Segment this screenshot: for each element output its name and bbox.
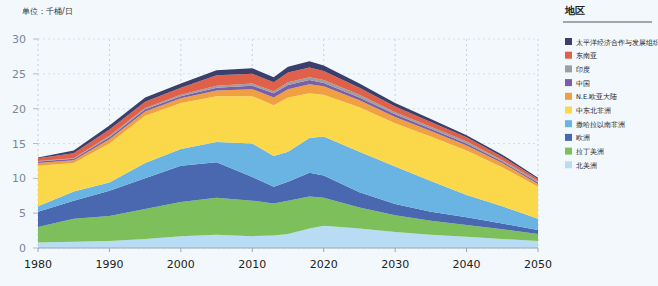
y-tick-label: 15 [12, 138, 26, 151]
legend-label: 太平洋经济合作与发展组织 [576, 39, 658, 47]
x-tick-label: 1980 [24, 258, 52, 271]
area [38, 93, 538, 218]
y-tick-label: 20 [12, 103, 26, 116]
legend-label: 东南亚 [576, 52, 597, 60]
y-tick-label: 10 [12, 172, 26, 185]
legend-label: 中国 [576, 80, 590, 88]
y-tick-label: 0 [19, 242, 26, 255]
y-label: 单位：千桶/日 [22, 7, 73, 16]
x-tick-label: 2040 [453, 258, 481, 271]
y-grid [38, 248, 538, 249]
x-tick-label: 1990 [95, 258, 123, 271]
y-tick-label: 5 [19, 207, 26, 220]
legend-swatch [565, 134, 572, 141]
x-tick [109, 248, 110, 252]
chart: 单位：千桶/日 0 5 10 15 20 25 30 1980 1990 2000 2010 2020 2… [0, 0, 658, 286]
legend-label: N.E.欧亚大陆 [576, 93, 617, 101]
legend-label: 拉丁美洲 [576, 148, 604, 156]
x-tick-label: 2030 [381, 258, 409, 271]
y-tick [33, 143, 38, 144]
x-tick [538, 248, 539, 252]
x-tick [180, 248, 181, 252]
legend-swatch [565, 38, 572, 45]
legend-label: 印度 [576, 66, 590, 74]
y-tick [33, 108, 38, 109]
x-tick [323, 248, 324, 252]
y-grid [38, 39, 538, 40]
x-tick [38, 248, 39, 252]
legend-swatch [565, 79, 572, 86]
x-tick-label: 2000 [167, 258, 195, 271]
x-tick-label: 2010 [238, 258, 266, 271]
x-tick-label: 2020 [310, 258, 338, 271]
legend-swatch [565, 107, 572, 114]
x-tick-label: 2050 [524, 258, 552, 271]
y-tick-label: 30 [12, 33, 26, 46]
y-tick [33, 213, 38, 214]
legend-label: 欧洲 [576, 134, 590, 142]
x-axis [38, 248, 538, 249]
legend-swatch [565, 148, 572, 155]
y-tick [33, 39, 38, 40]
legend-label: 中东北非洲 [576, 107, 611, 115]
y-tick [33, 178, 38, 179]
legend-swatch [565, 52, 572, 59]
x-tick [466, 248, 467, 252]
areas [38, 61, 538, 248]
legend-swatch [565, 93, 572, 100]
legend-swatch [565, 65, 572, 72]
legend-rule [563, 22, 652, 23]
grid [38, 39, 538, 248]
x-tick [395, 248, 396, 252]
x-tick [252, 248, 253, 252]
legend-swatch [565, 120, 572, 127]
legend: 地区太平洋经济合作与发展组织东南亚印度中国 N.E.欧亚大陆中东北非洲撒哈拉以南非… [563, 5, 658, 170]
legend-swatch [565, 161, 572, 168]
area [38, 61, 538, 179]
y-tick-label: 25 [12, 68, 26, 81]
legend-label: 撒哈拉以南非洲 [576, 121, 625, 129]
legend-label: 北美洲 [576, 162, 597, 170]
legend-title: 地区 [564, 5, 585, 16]
y-tick [33, 73, 38, 74]
y-tick [33, 248, 38, 249]
